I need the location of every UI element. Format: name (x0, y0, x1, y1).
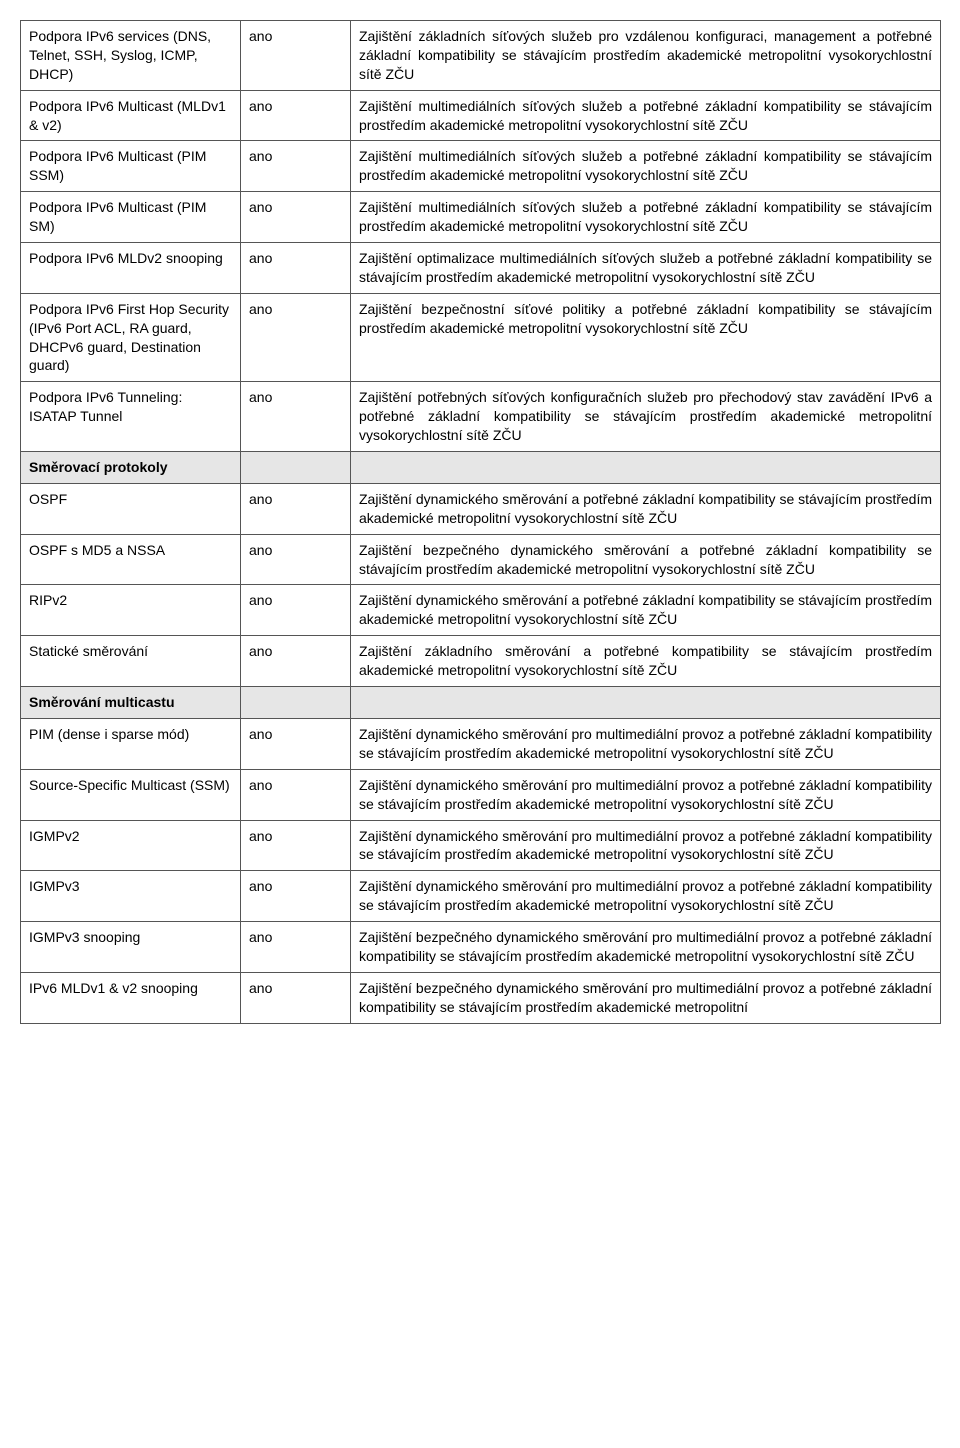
feature-cell: IPv6 MLDv1 & v2 snooping (21, 972, 241, 1023)
value-cell: ano (241, 192, 351, 243)
value-cell: ano (241, 483, 351, 534)
desc-cell: Zajištění multimediálních síťových služe… (351, 192, 941, 243)
desc-cell: Zajištění dynamického směrování pro mult… (351, 718, 941, 769)
section-empty (351, 452, 941, 484)
value-cell: ano (241, 534, 351, 585)
feature-cell: Statické směrování (21, 636, 241, 687)
desc-cell: Zajištění potřebných síťových konfigurač… (351, 382, 941, 452)
section-header: Směrovací protokoly (21, 452, 241, 484)
spec-table: Podpora IPv6 services (DNS, Telnet, SSH,… (20, 20, 941, 1024)
feature-cell: PIM (dense i sparse mód) (21, 718, 241, 769)
section-empty (241, 452, 351, 484)
desc-cell: Zajištění dynamického směrování pro mult… (351, 769, 941, 820)
feature-cell: Source-Specific Multicast (SSM) (21, 769, 241, 820)
feature-cell: OSPF s MD5 a NSSA (21, 534, 241, 585)
value-cell: ano (241, 922, 351, 973)
section-header: Směrování multicastu (21, 687, 241, 719)
value-cell: ano (241, 636, 351, 687)
value-cell: ano (241, 21, 351, 91)
value-cell: ano (241, 90, 351, 141)
feature-cell: RIPv2 (21, 585, 241, 636)
feature-cell: IGMPv2 (21, 820, 241, 871)
feature-cell: Podpora IPv6 Tunneling: ISATAP Tunnel (21, 382, 241, 452)
feature-cell: Podpora IPv6 Multicast (MLDv1 & v2) (21, 90, 241, 141)
feature-cell: Podpora IPv6 services (DNS, Telnet, SSH,… (21, 21, 241, 91)
desc-cell: Zajištění dynamického směrování pro mult… (351, 820, 941, 871)
desc-cell: Zajištění bezpečného dynamického směrová… (351, 972, 941, 1023)
feature-cell: Podpora IPv6 Multicast (PIM SM) (21, 192, 241, 243)
section-empty (351, 687, 941, 719)
value-cell: ano (241, 382, 351, 452)
desc-cell: Zajištění bezpečného dynamického směrová… (351, 922, 941, 973)
feature-cell: Podpora IPv6 Multicast (PIM SSM) (21, 141, 241, 192)
value-cell: ano (241, 769, 351, 820)
value-cell: ano (241, 972, 351, 1023)
value-cell: ano (241, 871, 351, 922)
desc-cell: Zajištění základních síťových služeb pro… (351, 21, 941, 91)
desc-cell: Zajištění základního směrování a potřebn… (351, 636, 941, 687)
desc-cell: Zajištění dynamického směrování a potřeb… (351, 483, 941, 534)
desc-cell: Zajištění dynamického směrování pro mult… (351, 871, 941, 922)
desc-cell: Zajištění dynamického směrování a potřeb… (351, 585, 941, 636)
section-empty (241, 687, 351, 719)
value-cell: ano (241, 585, 351, 636)
feature-cell: Podpora IPv6 First Hop Security (IPv6 Po… (21, 293, 241, 382)
value-cell: ano (241, 141, 351, 192)
feature-cell: Podpora IPv6 MLDv2 snooping (21, 243, 241, 294)
feature-cell: OSPF (21, 483, 241, 534)
value-cell: ano (241, 718, 351, 769)
feature-cell: IGMPv3 snooping (21, 922, 241, 973)
value-cell: ano (241, 820, 351, 871)
value-cell: ano (241, 243, 351, 294)
desc-cell: Zajištění multimediálních síťových služe… (351, 90, 941, 141)
value-cell: ano (241, 293, 351, 382)
desc-cell: Zajištění multimediálních síťových služe… (351, 141, 941, 192)
desc-cell: Zajištění bezpečného dynamického směrová… (351, 534, 941, 585)
desc-cell: Zajištění bezpečnostní síťové politiky a… (351, 293, 941, 382)
feature-cell: IGMPv3 (21, 871, 241, 922)
desc-cell: Zajištění optimalizace multimediálních s… (351, 243, 941, 294)
